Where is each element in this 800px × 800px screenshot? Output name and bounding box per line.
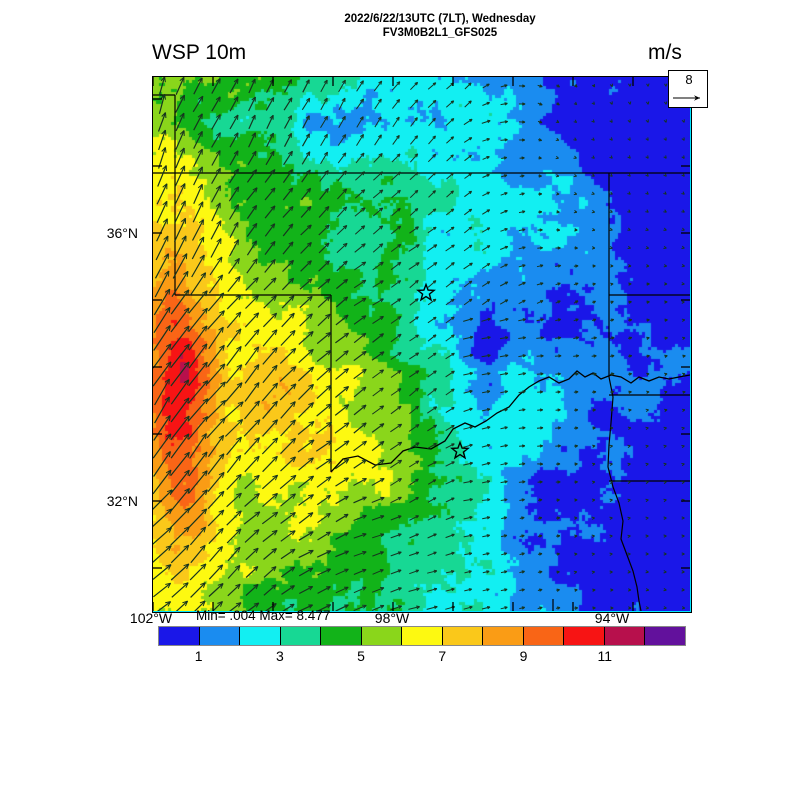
colorbar-tick-3: 3 bbox=[275, 648, 284, 664]
minmax-stats-label: Min= .004 Max= 8.477 bbox=[196, 608, 331, 623]
lon-tick-label-98w: 98°W bbox=[374, 610, 410, 626]
header-center-block: 2022/6/22/13UTC (7LT), Wednesday FV3M0B2… bbox=[300, 12, 580, 40]
colorbar-swatch-4[interactable] bbox=[321, 627, 362, 645]
colorbar-swatch-11[interactable] bbox=[604, 627, 646, 645]
lat-tick-label-36n: 36°N bbox=[106, 225, 138, 241]
colorbar-swatch-12[interactable] bbox=[645, 627, 685, 645]
colorbar-tick-7: 7 bbox=[438, 648, 447, 664]
reference-vector-value: 8 bbox=[685, 72, 693, 87]
windspeed-raster bbox=[153, 77, 690, 611]
colorbar-tick-1: 1 bbox=[194, 648, 203, 664]
lon-tick-label-94w: 94°W bbox=[594, 610, 630, 626]
lon-tick-label-102w: 102°W bbox=[129, 610, 173, 626]
colorbar-tick-9: 9 bbox=[519, 648, 528, 664]
colorbar-swatch-2[interactable] bbox=[240, 627, 281, 645]
colorbar-tick-11: 11 bbox=[597, 648, 613, 664]
variable-title: WSP 10m bbox=[152, 41, 247, 64]
wind-vector-reference-legend: 8 bbox=[668, 70, 708, 108]
lat-tick-label-32n: 32°N bbox=[106, 493, 138, 509]
map-canvas bbox=[153, 77, 690, 611]
colorbar-swatch-1[interactable] bbox=[199, 627, 241, 645]
colorbar-swatch-10[interactable] bbox=[564, 627, 605, 645]
map-plot-area[interactable] bbox=[152, 76, 692, 613]
colorbar-swatch-5[interactable] bbox=[361, 627, 403, 645]
datetime-title: 2022/6/22/13UTC (7LT), Wednesday bbox=[344, 13, 536, 25]
windspeed-shaded-field bbox=[153, 77, 690, 611]
colorbar-swatch-6[interactable] bbox=[402, 627, 443, 645]
colorbar-swatch-3[interactable] bbox=[280, 627, 322, 645]
colorbar-swatch-9[interactable] bbox=[523, 627, 565, 645]
colorbar-tick-5: 5 bbox=[357, 648, 365, 664]
units-label: m/s bbox=[648, 41, 682, 64]
colorbar-swatch-0[interactable] bbox=[159, 627, 200, 645]
colorbar-swatch-7[interactable] bbox=[442, 627, 484, 645]
colorbar-swatch-8[interactable] bbox=[483, 627, 524, 645]
colorbar-tick-labels: 1 3 5 7 9 11 bbox=[158, 648, 686, 666]
right-arrow-icon bbox=[673, 95, 700, 101]
colorbar[interactable] bbox=[158, 626, 686, 646]
model-title: FV3M0B2L1_GFS025 bbox=[382, 27, 498, 39]
